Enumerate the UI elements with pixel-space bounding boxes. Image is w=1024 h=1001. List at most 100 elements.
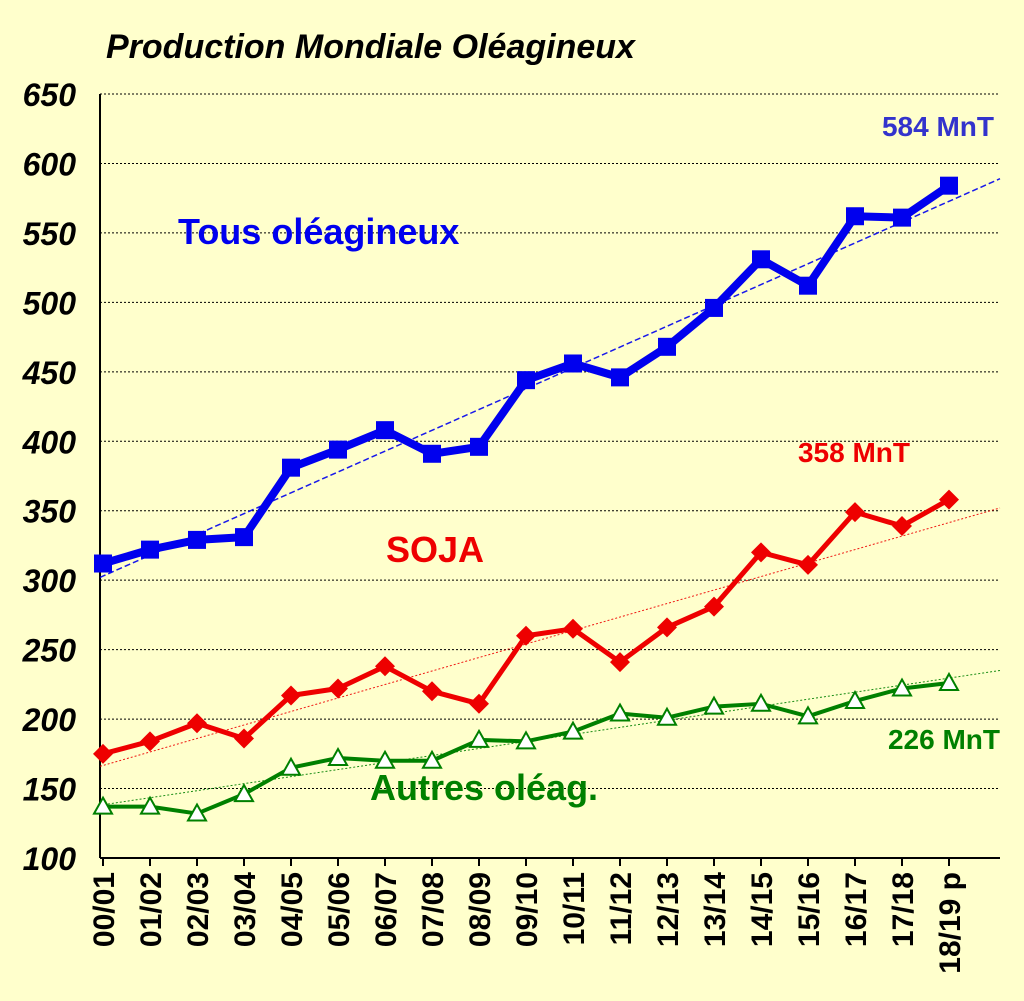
- trend-lines: [99, 178, 1001, 806]
- chart-title: Production Mondiale Oléagineux: [106, 28, 637, 66]
- series: [92, 176, 960, 822]
- data-point: [234, 728, 254, 749]
- y-tick-label: 650: [23, 77, 77, 113]
- data-point: [468, 728, 490, 748]
- data-point: [188, 530, 206, 549]
- y-tick-label: 500: [23, 285, 77, 321]
- data-point: [657, 617, 677, 638]
- trend-line: [99, 507, 1001, 767]
- y-tick-label: 450: [22, 355, 77, 391]
- y-tick-label: 350: [23, 494, 77, 530]
- data-point: [94, 554, 112, 573]
- data-point: [187, 713, 207, 734]
- data-point: [750, 692, 772, 712]
- data-point: [375, 656, 395, 677]
- data-point: [939, 489, 959, 510]
- data-point: [423, 444, 441, 463]
- series-label-autres: Autres oléag.: [370, 767, 598, 808]
- gridlines: [100, 93, 1000, 790]
- data-point: [282, 458, 300, 477]
- data-point: [564, 354, 582, 373]
- axes: [99, 94, 1000, 866]
- data-point: [658, 337, 676, 356]
- data-point: [892, 516, 912, 537]
- data-point: [517, 371, 535, 390]
- data-point: [799, 276, 817, 295]
- data-point: [798, 554, 818, 575]
- data-point: [280, 756, 302, 776]
- data-point: [140, 731, 160, 752]
- data-point: [891, 677, 913, 697]
- data-point: [515, 730, 537, 750]
- x-tick-label: 08/09: [464, 872, 497, 947]
- y-tick-label: 300: [23, 563, 77, 599]
- x-tick-label: 13/14: [699, 872, 732, 947]
- x-tick-label: 17/18: [887, 872, 920, 947]
- data-point: [940, 176, 958, 195]
- x-tick-label: 16/17: [840, 872, 873, 947]
- data-point: [704, 596, 724, 617]
- data-point: [281, 685, 301, 706]
- data-point: [421, 749, 443, 769]
- data-point: [516, 625, 536, 646]
- data-point: [374, 749, 396, 769]
- data-point: [186, 802, 208, 822]
- data-point: [703, 695, 725, 715]
- data-point: [327, 746, 349, 766]
- data-point: [139, 795, 161, 815]
- data-point: [656, 706, 678, 726]
- x-tick-label: 12/13: [652, 872, 685, 947]
- x-tick-label: 09/10: [511, 872, 544, 947]
- data-point: [845, 502, 865, 523]
- x-tick-label: 06/07: [370, 872, 403, 947]
- data-point: [235, 528, 253, 547]
- data-point: [470, 437, 488, 456]
- x-tick-label: 10/11: [558, 872, 591, 945]
- y-tick-labels: 100 150 200 250 300 350 400 450 500 550 600 650: [22, 77, 77, 877]
- data-point: [893, 208, 911, 227]
- x-tick-label: 00/01: [88, 872, 121, 947]
- data-point: [751, 542, 771, 563]
- data-point: [610, 652, 630, 673]
- data-point: [611, 368, 629, 387]
- end-label-tous: 584 MnT: [882, 111, 994, 142]
- y-tick-label: 100: [23, 841, 77, 877]
- data-point: [705, 298, 723, 317]
- end-label-autres: 226 MnT: [888, 724, 1000, 755]
- series-label-tous: Tous oléagineux: [178, 211, 459, 252]
- y-tick-label: 250: [22, 633, 77, 669]
- data-point: [844, 689, 866, 710]
- data-point: [562, 720, 584, 740]
- data-point: [752, 250, 770, 269]
- y-tick-label: 550: [23, 216, 77, 252]
- data-point: [141, 540, 159, 559]
- data-point: [846, 207, 864, 226]
- x-tick-label: 04/05: [276, 872, 309, 947]
- x-tick-label: 05/06: [323, 872, 356, 947]
- data-point: [938, 671, 960, 691]
- x-tick-label: 15/16: [793, 872, 826, 947]
- data-point: [233, 783, 255, 803]
- end-label-soja: 358 MnT: [798, 437, 910, 468]
- data-point: [422, 681, 442, 702]
- x-tick-label: 02/03: [182, 872, 215, 947]
- x-tick-label: 07/08: [417, 872, 450, 947]
- data-point: [376, 421, 394, 440]
- y-tick-label: 400: [22, 424, 77, 460]
- data-point: [92, 795, 114, 815]
- x-tick-label: 14/15: [746, 872, 779, 947]
- y-tick-label: 600: [23, 146, 77, 182]
- x-tick-label: 01/02: [135, 872, 168, 947]
- data-point: [328, 678, 348, 699]
- x-tick-label: 03/04: [229, 872, 262, 947]
- data-point: [329, 440, 347, 459]
- y-tick-label: 150: [23, 772, 77, 808]
- data-point: [563, 618, 583, 639]
- x-tick-label: 11/12: [605, 872, 638, 945]
- data-point: [469, 693, 489, 714]
- series-label-soja: SOJA: [386, 529, 484, 570]
- data-point: [797, 705, 819, 725]
- data-point: [93, 743, 113, 764]
